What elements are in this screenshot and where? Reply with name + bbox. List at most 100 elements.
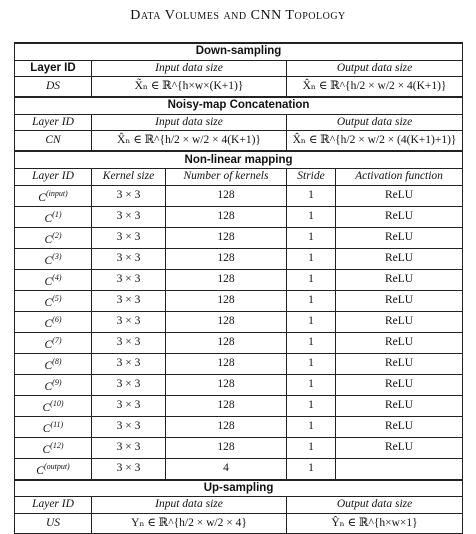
kernel-size-cell: 3 × 3	[91, 352, 166, 375]
layer-row: C(1) 3 × 3 128 1 ReLU	[14, 205, 464, 228]
header-input: Input data size	[91, 113, 287, 132]
layer-symbol: C	[42, 443, 51, 456]
stride-cell: 1	[286, 247, 336, 270]
layer-id-cell: C(6)	[14, 310, 92, 333]
header-num-kernels: Number of kernels	[165, 167, 287, 186]
kernel-size-cell: 3 × 3	[91, 373, 166, 396]
layer-id-cell: CN	[14, 130, 92, 152]
layer-superscript: (12)	[50, 440, 64, 450]
header-layer-id: Layer ID	[14, 59, 92, 78]
num-kernels-cell: 128	[165, 226, 287, 249]
layer-superscript: (10)	[50, 398, 64, 408]
stride-cell: 1	[286, 394, 336, 417]
header-stride: Stride	[286, 167, 336, 186]
layer-row: C(5) 3 × 3 128 1 ReLU	[14, 289, 464, 312]
nonlinear-rows: C(input) 3 × 3 128 1 ReLU C(1) 3 × 3 128 1 ReLU C(…	[14, 184, 464, 481]
kernel-size-cell: 3 × 3	[91, 289, 166, 312]
header-input: Input data size	[91, 59, 287, 78]
section-downsampling: Down-sampling	[13, 41, 464, 61]
header-activation: Activation function	[334, 167, 464, 186]
layer-id-cell: C(5)	[14, 289, 92, 312]
layer-row: C(2) 3 × 3 128 1 ReLU	[14, 226, 464, 249]
activation-cell: ReLU	[334, 436, 464, 459]
kernel-size-cell: 3 × 3	[91, 436, 166, 459]
num-kernels-cell: 128	[165, 205, 287, 228]
stride-cell: 1	[286, 457, 336, 481]
layer-superscript: (9)	[52, 377, 62, 387]
layer-id-cell: C(4)	[14, 268, 92, 291]
output-size-cell: X̂ₙ ∈ ℝ^{h/2 × w/2 × (4(K+1)+1)}	[285, 130, 464, 152]
kernel-size-cell: 3 × 3	[91, 205, 166, 228]
stride-cell: 1	[286, 289, 336, 312]
layer-id-cell: C(3)	[14, 247, 92, 270]
header-output: Output data size	[285, 113, 464, 132]
kernel-size-cell: 3 × 3	[91, 268, 166, 291]
stride-cell: 1	[286, 205, 336, 228]
kernel-size-cell: 3 × 3	[91, 415, 166, 438]
layer-id-cell: US	[14, 512, 92, 534]
layer-symbol: C	[44, 233, 53, 246]
upsampling-row: US Yₙ ∈ ℝ^{h/2 × w/2 × 4} Ŷₙ ∈ ℝ^{h×w×1}	[14, 512, 464, 534]
layer-row: C(10) 3 × 3 128 1 ReLU	[14, 394, 464, 417]
layer-id-cell: DS	[14, 76, 92, 98]
num-kernels-cell: 128	[165, 310, 287, 333]
layer-id-cell: C(9)	[14, 373, 92, 396]
kernel-size-cell: 3 × 3	[91, 331, 166, 354]
header-layer-id: Layer ID	[14, 113, 92, 132]
header-kernel-size: Kernel size	[91, 167, 166, 186]
num-kernels-cell: 128	[165, 415, 287, 438]
num-kernels-cell: 128	[165, 373, 287, 396]
kernel-size-cell: 3 × 3	[91, 226, 166, 249]
layer-symbol: C	[44, 296, 53, 309]
activation-cell: ReLU	[334, 310, 464, 333]
input-size-cell: X̃ₙ ∈ ℝ^{h×w×(K+1)}	[91, 76, 287, 98]
num-kernels-cell: 4	[165, 457, 287, 481]
layer-symbol: C	[44, 254, 53, 267]
kernel-size-cell: 3 × 3	[91, 394, 166, 417]
stride-cell: 1	[286, 310, 336, 333]
layer-superscript: (7)	[52, 335, 62, 345]
layer-superscript: (3)	[52, 251, 62, 261]
activation-cell: ReLU	[334, 394, 464, 417]
layer-id-cell: C(12)	[14, 436, 92, 459]
activation-cell: ReLU	[334, 373, 464, 396]
layer-superscript: (2)	[52, 230, 62, 240]
concat-row: CN X̂ₙ ∈ ℝ^{h/2 × w/2 × 4(K+1)} X̂ₙ ∈ ℝ^…	[14, 130, 464, 152]
num-kernels-cell: 128	[165, 268, 287, 291]
stride-cell: 1	[286, 415, 336, 438]
topology-table-wrapper: Down-sampling Layer ID Input data size O…	[13, 41, 464, 534]
layer-id-cell: C(2)	[14, 226, 92, 249]
section-title: Up-sampling	[13, 478, 464, 498]
kernel-size-cell: 3 × 3	[91, 184, 166, 207]
layer-symbol: C	[44, 380, 53, 393]
section-title: Noisy-map Concatenation	[13, 96, 464, 115]
section-nonlinear: Non-linear mapping	[13, 150, 464, 169]
activation-cell: ReLU	[334, 289, 464, 312]
activation-cell: ReLU	[334, 331, 464, 354]
header-output: Output data size	[285, 59, 464, 78]
output-size-cell: X̂ₙ ∈ ℝ^{h/2 × w/2 × 4(K+1)}	[285, 76, 464, 98]
header-input: Input data size	[91, 496, 287, 514]
activation-cell: ReLU	[334, 226, 464, 249]
activation-cell: ReLU	[334, 415, 464, 438]
layer-id-cell: C(8)	[14, 352, 92, 375]
activation-cell: ReLU	[334, 268, 464, 291]
layer-id-cell: C(11)	[14, 415, 92, 438]
topology-table: Down-sampling Layer ID Input data size O…	[13, 41, 464, 534]
num-kernels-cell: 128	[165, 247, 287, 270]
layer-superscript: (11)	[50, 419, 64, 429]
header-layer-id: Layer ID	[14, 167, 92, 186]
layer-symbol: C	[42, 401, 51, 414]
header-row: Layer ID Input data size Output data siz…	[14, 496, 464, 514]
num-kernels-cell: 128	[165, 331, 287, 354]
kernel-size-cell: 3 × 3	[91, 457, 166, 481]
stride-cell: 1	[286, 436, 336, 459]
layer-superscript: (output)	[43, 461, 70, 471]
header-layer-id: Layer ID	[14, 496, 92, 514]
stride-cell: 1	[286, 373, 336, 396]
num-kernels-cell: 128	[165, 436, 287, 459]
layer-row: C(12) 3 × 3 128 1 ReLU	[14, 436, 464, 459]
downsampling-row: DS X̃ₙ ∈ ℝ^{h×w×(K+1)} X̂ₙ ∈ ℝ^{h/2 × w/…	[14, 76, 464, 98]
layer-superscript: (1)	[52, 209, 62, 219]
